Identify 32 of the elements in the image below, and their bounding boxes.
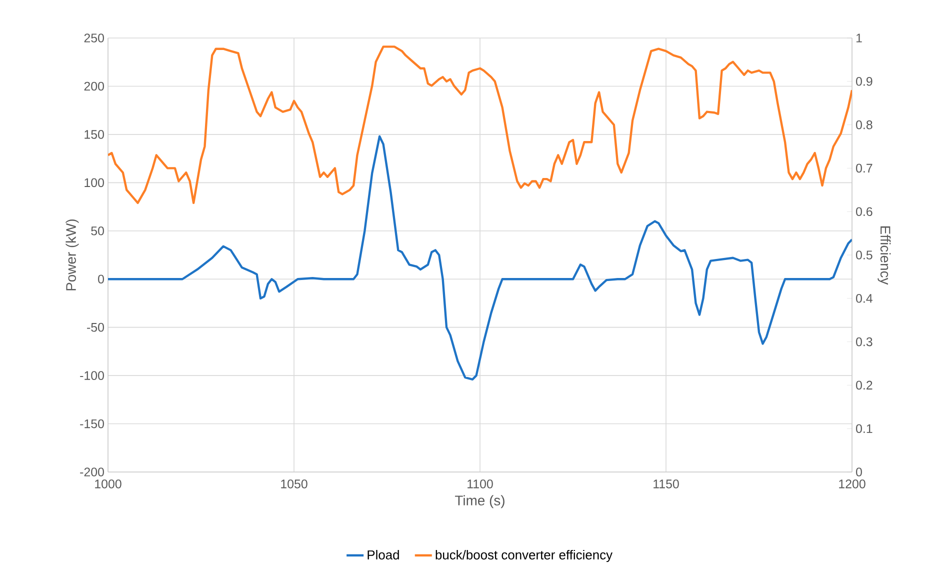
y-tick-label: -50 (87, 322, 104, 332)
y-tick-label: -200 (80, 468, 104, 476)
legend-label: Pload (368, 550, 399, 560)
y2-tick-label: 0.9 (856, 76, 872, 86)
y2-tick-label: 0.7 (856, 164, 872, 173)
y2-tick-label: 0.4 (856, 294, 872, 303)
y2-tick-label: 1 (856, 34, 862, 42)
y-tick-label: 50 (91, 226, 104, 236)
x-tick-label: 1200 (839, 480, 866, 488)
line-series (108, 46, 852, 204)
y-tick-label: -150 (80, 419, 104, 428)
y2-tick-label: 0.3 (856, 337, 872, 346)
y2-tick-label: 0.6 (856, 207, 872, 216)
y-tick-label: 250 (84, 34, 104, 42)
x-tick-label: 1000 (95, 480, 122, 488)
y-tick-label: 0 (98, 274, 104, 284)
x-tick-label: 1050 (281, 480, 308, 488)
x-tick-label: 1150 (654, 480, 679, 488)
x-tick-label: 1100 (468, 480, 493, 488)
y-tick-label: 100 (84, 178, 104, 188)
legend-label: buck/boost converter efficiency (436, 550, 613, 562)
y-tick-label: 150 (84, 130, 104, 139)
y-axis-title: Power (kW) (66, 219, 79, 290)
x-axis-title: Time (s) (455, 495, 504, 508)
y2-tick-label: 0.5 (856, 250, 872, 260)
y-tick-label: -100 (80, 371, 104, 380)
y2-tick-label: 0.8 (856, 120, 872, 130)
y2-tick-label: 0.2 (856, 380, 872, 390)
y-tick-label: 200 (84, 82, 104, 91)
y2-tick-label: 0 (856, 468, 862, 476)
y2-axis-title: Efficiency (878, 226, 891, 285)
y2-tick-label: 0.1 (856, 424, 872, 434)
